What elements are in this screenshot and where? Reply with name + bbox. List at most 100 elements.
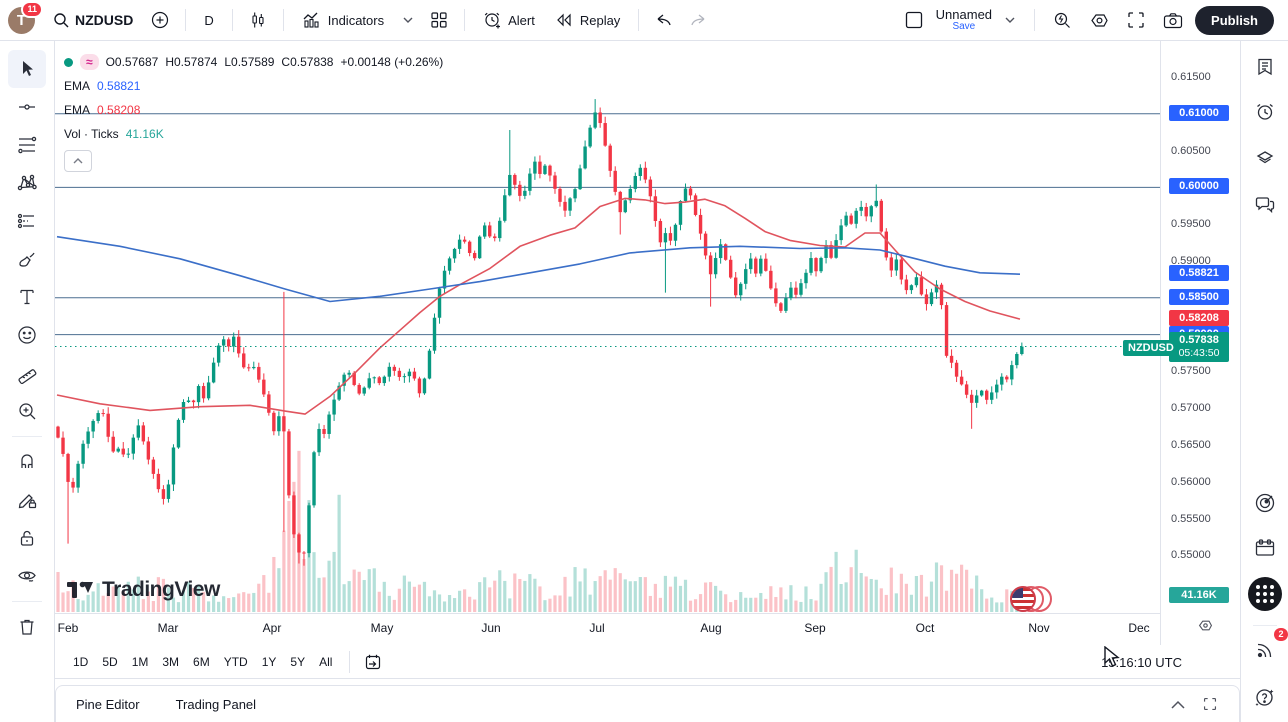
month-label-aug[interactable]: Aug bbox=[700, 621, 722, 635]
range-button-6m[interactable]: 6M bbox=[193, 655, 210, 669]
last-price-badge[interactable]: 0.57838 05:43:50 bbox=[1169, 331, 1229, 363]
candle-body bbox=[136, 425, 141, 438]
volume-bar bbox=[141, 599, 145, 612]
measure-tool-button[interactable] bbox=[8, 354, 46, 392]
volume-axis-badge[interactable]: 41.16K bbox=[1169, 587, 1229, 603]
volume-bar bbox=[1000, 602, 1004, 612]
magnet-tool-button[interactable] bbox=[8, 443, 46, 481]
publish-button[interactable]: Publish bbox=[1195, 5, 1274, 35]
volume-bar bbox=[985, 598, 989, 612]
layout-grid-button[interactable] bbox=[424, 6, 455, 34]
radar-icon bbox=[1255, 493, 1275, 513]
calendar-button[interactable] bbox=[1248, 531, 1282, 565]
price-level-badge[interactable]: 0.60000 bbox=[1169, 178, 1229, 195]
price-level-badge[interactable]: 0.61000 bbox=[1169, 104, 1229, 121]
signals-button[interactable]: 2 bbox=[1248, 628, 1288, 667]
month-label-jul[interactable]: Jul bbox=[589, 621, 605, 635]
volume-row[interactable]: Vol · Ticks 41.16K bbox=[64, 122, 443, 146]
drawing-mode-tool-button[interactable] bbox=[8, 481, 46, 519]
remove-drawings-button[interactable] bbox=[8, 608, 46, 646]
month-label-nov[interactable]: Nov bbox=[1028, 621, 1050, 635]
month-label-oct[interactable]: Oct bbox=[915, 621, 935, 635]
undo-button[interactable] bbox=[649, 8, 680, 32]
apps-menu-button[interactable] bbox=[1248, 577, 1282, 611]
cursor-tool-button[interactable] bbox=[8, 50, 46, 88]
price-axis[interactable]: 0.61500 0.60500 0.59500 0.59000 0.57500 0.570… bbox=[1160, 40, 1241, 645]
month-label-sep[interactable]: Sep bbox=[804, 621, 826, 635]
snapshot-button[interactable] bbox=[1157, 6, 1190, 34]
redo-button[interactable] bbox=[683, 8, 714, 32]
forecast-tool-button[interactable] bbox=[8, 202, 46, 240]
trading-panel-tab[interactable]: Trading Panel bbox=[175, 696, 257, 712]
clock-utc[interactable]: 15:16:10 UTC bbox=[1101, 646, 1182, 679]
help-button[interactable] bbox=[1248, 680, 1282, 714]
alerts-panel-button[interactable] bbox=[1248, 95, 1282, 129]
quick-search-button[interactable] bbox=[1047, 5, 1079, 35]
watchlist-button[interactable] bbox=[1248, 50, 1282, 84]
range-button-1y[interactable]: 1Y bbox=[261, 655, 277, 669]
ema1-row[interactable]: EMA 0.58821 bbox=[64, 74, 443, 98]
text-tool-button[interactable] bbox=[8, 278, 46, 316]
candle-body bbox=[859, 206, 863, 211]
replay-button[interactable]: Replay bbox=[546, 7, 629, 33]
emoji-tool-button[interactable] bbox=[8, 316, 46, 354]
range-button-1m[interactable]: 1M bbox=[131, 655, 149, 669]
magnet-icon bbox=[21, 454, 33, 468]
economic-events-flag[interactable] bbox=[1010, 585, 1056, 613]
chart-style-button[interactable] bbox=[242, 6, 273, 34]
month-label-dec[interactable]: Dec bbox=[1128, 621, 1150, 635]
month-label-jun[interactable]: Jun bbox=[481, 621, 501, 635]
range-button-all[interactable]: All bbox=[319, 655, 333, 669]
range-button-5d[interactable]: 5D bbox=[102, 655, 118, 669]
month-label-mar[interactable]: Mar bbox=[157, 621, 179, 635]
month-label-may[interactable]: May bbox=[370, 621, 394, 635]
indicators-templates-chevron[interactable] bbox=[396, 11, 421, 29]
lock-drawings-button[interactable] bbox=[8, 519, 46, 557]
chat-button[interactable] bbox=[1248, 187, 1282, 221]
fib-tool-button[interactable] bbox=[8, 126, 46, 164]
panel-maximize-icon[interactable] bbox=[1203, 697, 1217, 711]
settings-button[interactable] bbox=[1084, 5, 1116, 35]
price-level-badge[interactable]: 0.58208 bbox=[1169, 310, 1229, 327]
ema-line[interactable] bbox=[56, 197, 1021, 415]
object-tree-button[interactable] bbox=[1248, 141, 1282, 175]
brush-tool-button[interactable] bbox=[8, 240, 46, 278]
approx-data-badge[interactable]: ≈ bbox=[80, 54, 99, 70]
symbol-search-button[interactable]: NZDUSD bbox=[45, 7, 142, 33]
compare-add-button[interactable] bbox=[145, 6, 176, 34]
alert-button[interactable]: Alert bbox=[475, 5, 543, 35]
legend-collapse-button[interactable] bbox=[64, 150, 92, 172]
layout-select-button[interactable] bbox=[897, 5, 930, 35]
hide-drawings-button[interactable] bbox=[8, 557, 46, 595]
range-button-1d[interactable]: 1D bbox=[73, 655, 89, 669]
volume-bar bbox=[277, 568, 281, 612]
price-level-badge[interactable]: 0.58821 bbox=[1169, 265, 1229, 282]
panel-expand-chevron-icon[interactable] bbox=[1171, 700, 1185, 709]
ema-line[interactable] bbox=[56, 235, 1021, 303]
price-chart[interactable] bbox=[55, 40, 1160, 613]
save-layout-button[interactable]: Unnamed Save bbox=[936, 8, 992, 32]
zoom-in-tool-button[interactable] bbox=[8, 392, 46, 430]
pattern-tool-button[interactable] bbox=[8, 164, 46, 202]
range-button-3m[interactable]: 3M bbox=[162, 655, 180, 669]
ohlc-row[interactable]: ≈ O0.57687 H0.57874 L0.57589 C0.57838 +0… bbox=[64, 50, 443, 74]
ema2-row[interactable]: EMA 0.58208 bbox=[64, 98, 443, 122]
trend-line-tool-button[interactable] bbox=[8, 88, 46, 126]
pine-editor-tab[interactable]: Pine Editor bbox=[76, 696, 140, 712]
indicators-button[interactable]: Indicators bbox=[293, 6, 393, 34]
layout-menu-chevron[interactable] bbox=[998, 11, 1023, 29]
range-button-ytd[interactable]: YTD bbox=[223, 655, 248, 669]
screener-button[interactable] bbox=[1248, 486, 1282, 520]
range-button-5y[interactable]: 5Y bbox=[290, 655, 306, 669]
user-avatar[interactable]: T 11 bbox=[8, 0, 43, 34]
price-level-badge[interactable]: 0.58500 bbox=[1169, 288, 1229, 305]
axis-settings-gear-icon[interactable] bbox=[1198, 618, 1213, 638]
fullscreen-button[interactable] bbox=[1121, 6, 1152, 34]
month-label-apr[interactable]: Apr bbox=[262, 621, 282, 635]
month-label-feb[interactable]: Feb bbox=[57, 621, 79, 635]
candle-body bbox=[76, 463, 80, 488]
go-to-date-button[interactable] bbox=[349, 651, 382, 673]
time-axis[interactable]: Feb Mar Apr May Jun Jul Aug Sep Oct Nov Dec bbox=[55, 613, 1160, 646]
interval-button[interactable]: D bbox=[196, 7, 222, 33]
tradingview-watermark[interactable]: TradingView bbox=[66, 578, 220, 602]
